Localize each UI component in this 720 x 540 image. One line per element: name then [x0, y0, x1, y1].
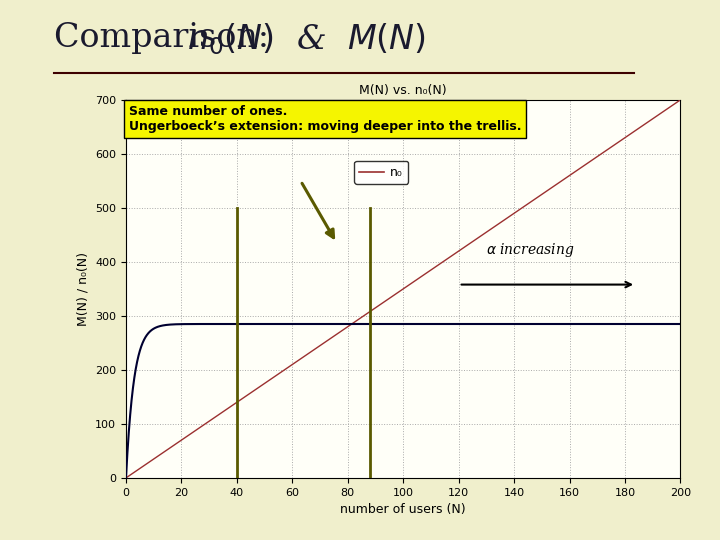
Legend: n₀: n₀	[354, 161, 408, 184]
Y-axis label: M(N) / n₀(N): M(N) / n₀(N)	[76, 252, 89, 326]
Text: $\alpha$ increasing: $\alpha$ increasing	[487, 241, 575, 259]
Title: M(N) vs. n₀(N): M(N) vs. n₀(N)	[359, 84, 447, 97]
X-axis label: number of users (N): number of users (N)	[341, 503, 466, 516]
Text: Comparison:: Comparison:	[54, 22, 280, 53]
Text: $n_0(N)$  &  $M(N)$: $n_0(N)$ & $M(N)$	[187, 22, 426, 57]
Text: Same number of ones.
Ungerboeck’s extension: moving deeper into the trellis.: Same number of ones. Ungerboeck’s extens…	[129, 105, 521, 133]
